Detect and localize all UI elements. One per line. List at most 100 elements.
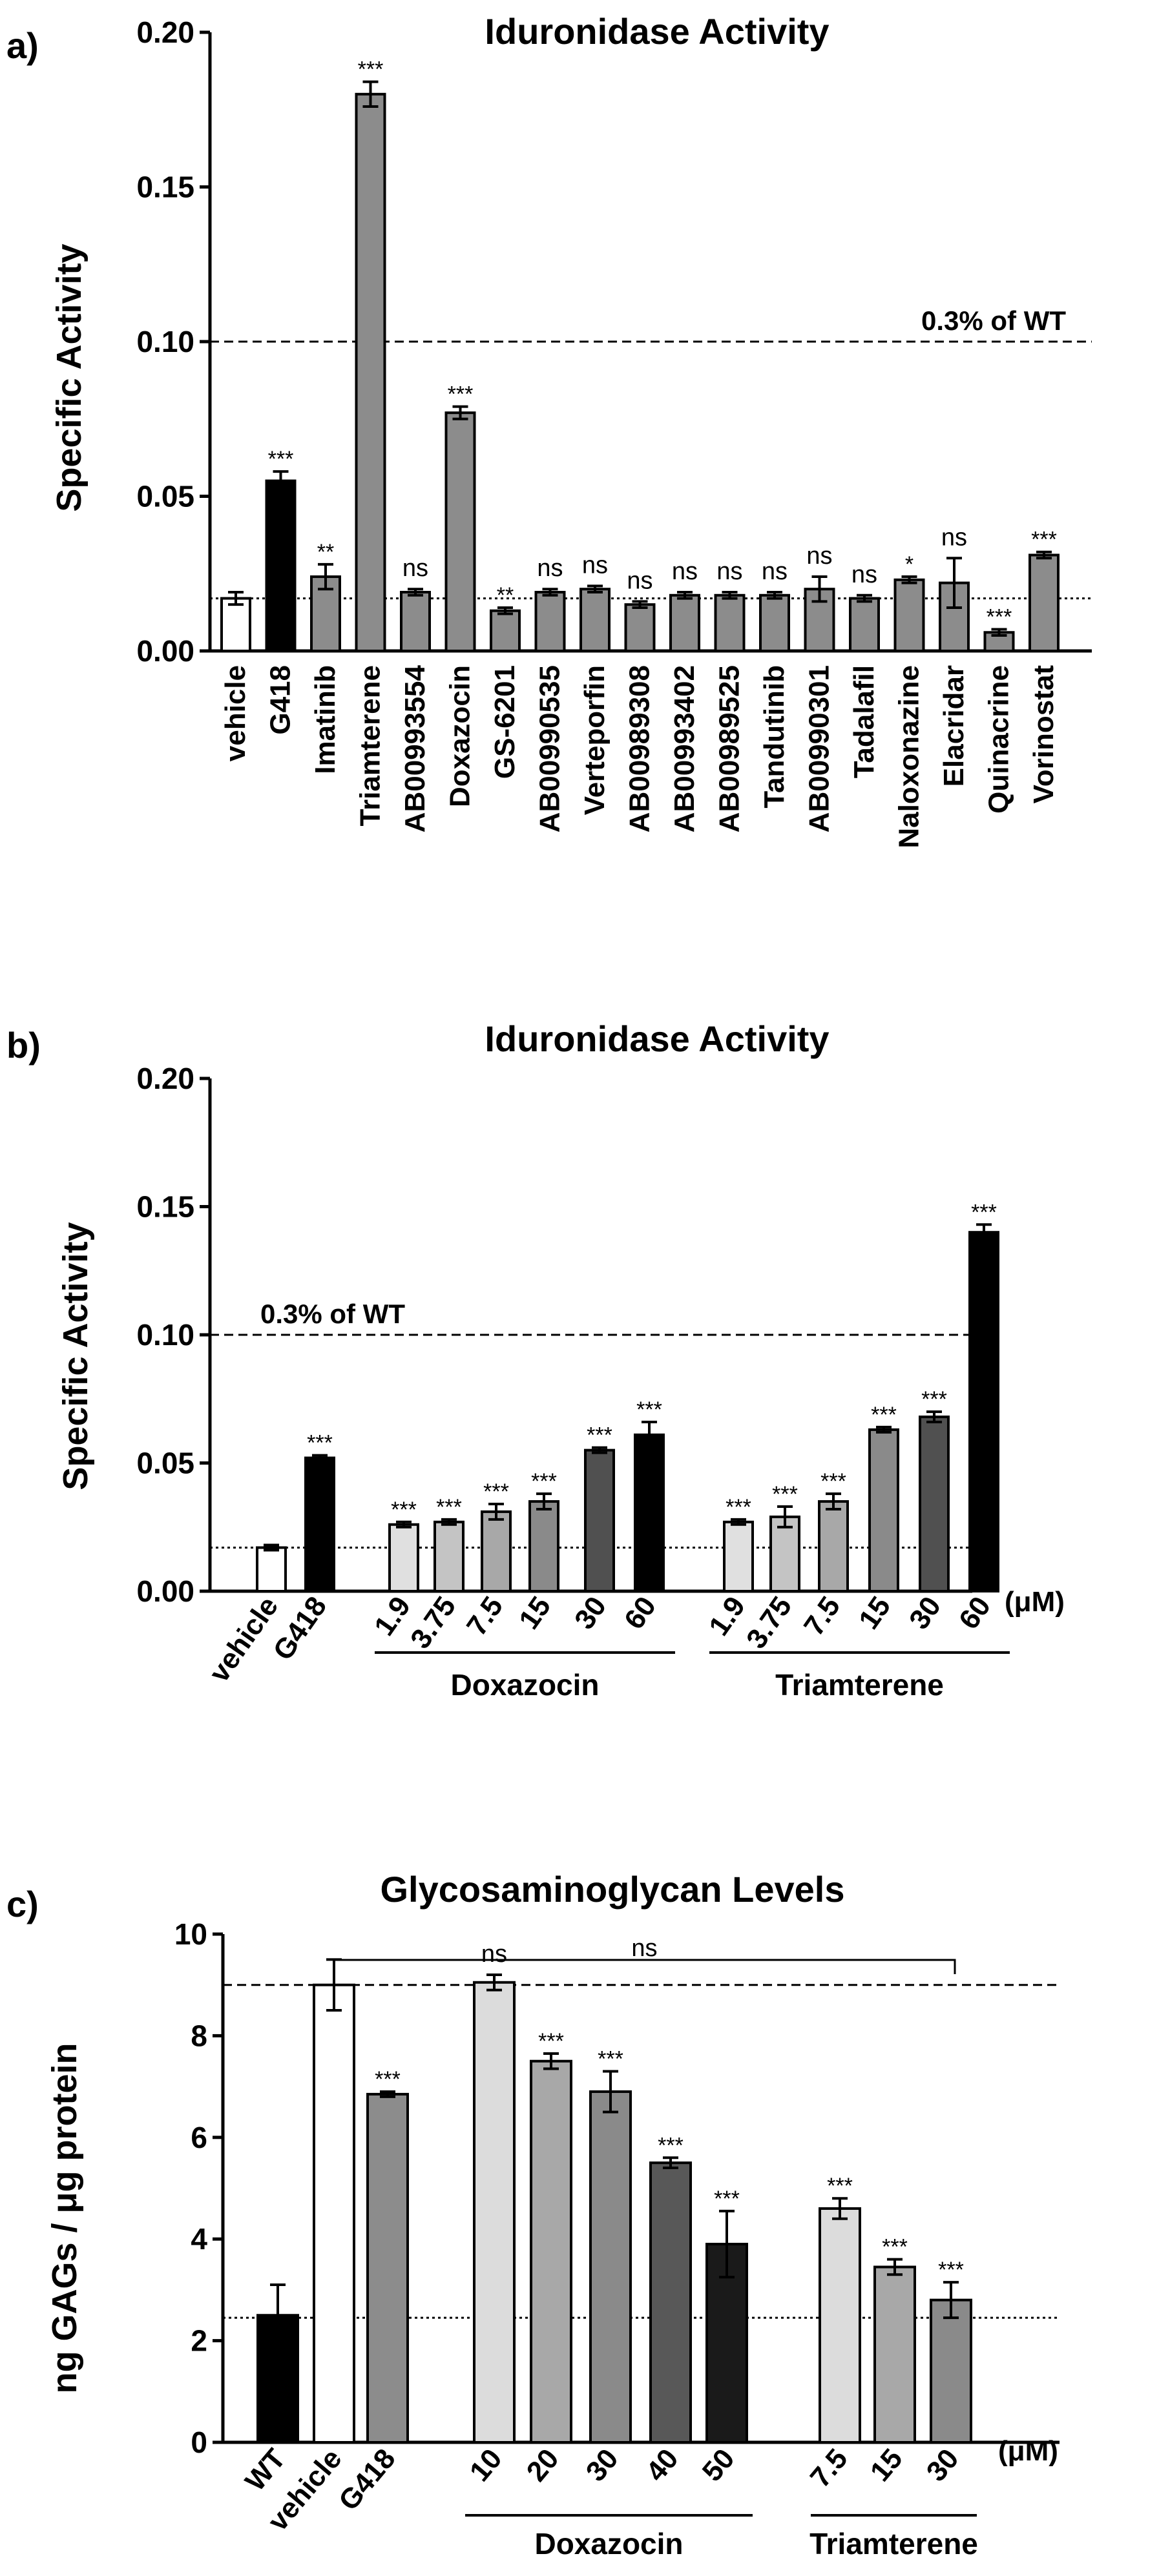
panel-a-bar [355,92,386,653]
panel-b-significance-label: *** [391,1498,417,1522]
panel-b-bar [388,1523,419,1593]
panel-a-x-tick-label: G418 [265,665,297,735]
panel-b-bar [528,1500,559,1593]
panel-a-reference-label: 0.3% of WT [921,305,1066,336]
panel-c-significance-label: *** [658,2133,684,2158]
panel-a-y-tick-label: 0.00 [136,634,194,668]
panel-c-group-label: Triamterene [809,2527,978,2561]
panel-c-letter: c) [6,1884,39,1924]
panel-b-bar [818,1500,849,1593]
panel-a-significance-label: ns [672,558,698,585]
panel-a-significance-label: *** [987,604,1012,629]
panel-a-significance-label: ns [762,558,788,585]
panel-a-significance-label: ns [806,542,832,570]
panel-b-y-tick-label: 0.05 [136,1447,194,1480]
panel-c-x-tick-label: 30 [580,2443,625,2488]
panel-a-bar [444,411,476,652]
panel-a-x-tick-label: Vorinostat [1028,665,1060,804]
panel-c-y-tick-label: 8 [191,2019,207,2052]
panel-c-y-tick-label: 4 [191,2222,207,2256]
panel-c-y-tick-label: 0 [191,2426,207,2459]
panel-c: c) Glycosaminoglycan Levels ng GAGs / μg… [6,1869,1060,2561]
panel-a-significance-label: ns [851,561,877,588]
panel-c-bar [313,1983,355,2444]
panel-a-significance-label: *** [1031,528,1057,552]
panel-c-x-tick-label: 7.5 [804,2443,854,2493]
panel-a-bar [265,479,297,652]
panel-a-x-tick-label: AB00993554 [399,665,431,832]
panel-c-x-tick-label: 20 [521,2443,565,2488]
panel-b-bar [304,1456,335,1593]
panel-a-significance-label: *** [268,447,294,471]
panel-b-significance-label: *** [483,1479,509,1504]
panel-b-x-tick-label: 3.75 [404,1591,462,1654]
panel-c-y-tick-label: 10 [174,1917,207,1951]
panel-a-y-tick-label: 0.10 [136,325,194,358]
panel-a-x-tick-label: Triamterene [355,665,386,826]
panel-a-x-tick-label: Naloxonazine [893,665,925,849]
panel-a-x-tick-label: Quinacrine [983,665,1015,814]
panel-b-significance-label: *** [772,1482,798,1507]
panel-a-significance-label: *** [448,382,474,407]
panel-b-significance-label: *** [531,1469,557,1494]
panel-a-bar [534,590,566,652]
panel-a-x-tick-label: Tadalafil [848,665,880,778]
panel-a-significance-label: ns [582,551,608,579]
panel-a-x-tick-label: Elacridar [938,665,970,787]
panel-b-bar [919,1416,950,1593]
panel-a-bar [580,588,611,653]
panel-b-group-label: Doxazocin [450,1668,599,1702]
panel-b-y-tick-label: 0.15 [136,1190,194,1224]
panel-b-y-label: Specific Activity [56,1222,95,1490]
panel-c-unit-label: (μM) [998,2435,1058,2467]
panel-b-bar [433,1520,465,1593]
panel-c-bar [366,2092,409,2444]
panel-a-x-tick-label: Tandutinib [758,665,790,809]
panel-a-significance-label: ns [537,555,563,582]
panel-c-x-tick-label: 40 [640,2443,685,2488]
panel-b-x-tick-label: 60 [953,1591,997,1635]
panel-a-significance-label: ns [402,555,428,582]
panel-c-significance-label: *** [375,2067,401,2092]
panel-a-bar [893,578,925,653]
panel-b-x-tick-label: 7.5 [798,1591,846,1642]
panel-a-x-tick-label: Verteporfin [579,665,611,815]
panel-a-x-tick-label: vehicle [220,665,251,761]
panel-c-bracket-label: ns [631,1935,657,1962]
panel-a-significance-label: * [905,552,914,577]
panel-c-bar [589,2090,632,2444]
panel-b-bar [968,1231,999,1592]
panel-b-y-tick-label: 0.20 [136,1062,194,1095]
panel-b-significance-label: *** [636,1397,662,1422]
panel-b-x-tick-label: 15 [853,1591,897,1635]
panel-a-bar [849,597,880,653]
panel-b-significance-label: *** [921,1387,947,1412]
panel-a-x-tick-label: AB00990301 [804,665,835,832]
panel-a-x-tick-label: AB00990535 [534,665,566,832]
panel-a-y-label: Specific Activity [50,243,89,511]
panel-c-y-tick-label: 2 [191,2324,207,2358]
panel-c-bar [930,2298,972,2444]
panel-b-x-tick-label: 30 [569,1591,612,1635]
panel-b-bar [256,1546,287,1593]
panel-a-significance-label: ns [941,524,967,551]
panel-a-y-tick-label: 0.05 [136,480,194,513]
panel-c-significance-label: *** [714,2187,740,2211]
panel-c-title: Glycosaminoglycan Levels [381,1869,845,1910]
panel-b-reference-label: 0.3% of WT [260,1299,405,1329]
panel-a-x-tick-label: GS-6201 [489,665,521,779]
panel-b-significance-label: *** [307,1431,333,1456]
panel-c-bar [873,2265,916,2444]
panel-b-significance-label: *** [820,1469,846,1494]
panel-c-bar [819,2207,861,2444]
panel-a-y-tick-label: 0.15 [136,170,194,204]
panel-a-letter: a) [6,25,39,66]
panel-a-x-tick-label: AB00989525 [714,665,746,832]
panel-a-x-tick-label: Imatinib [309,665,341,774]
panel-b-unit-label: (μM) [1005,1586,1065,1618]
panel-b-bar [868,1428,899,1592]
panel-a-bar [669,593,700,653]
panel-c-significance-label: *** [882,2235,908,2260]
panel-c-significance-label: *** [938,2258,964,2282]
panel-c-x-tick-label: 10 [464,2443,508,2488]
